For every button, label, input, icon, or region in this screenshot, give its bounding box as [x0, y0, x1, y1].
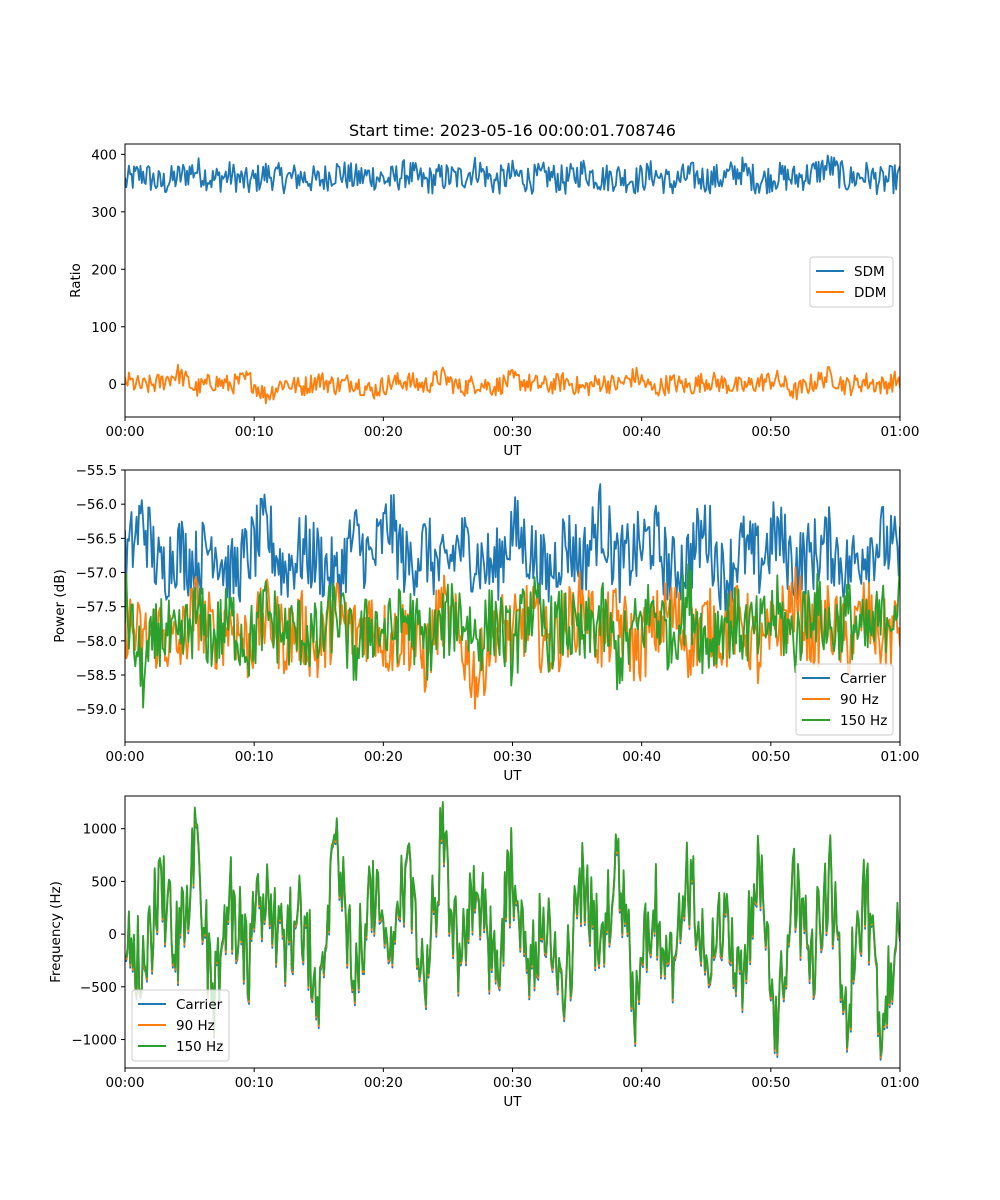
x-tick-label: 00:10 [235, 749, 274, 765]
y-tick-label: 0 [108, 377, 117, 393]
y-tick-label: 500 [91, 874, 117, 890]
x-axis-label: UT [503, 768, 522, 784]
y-tick-label: −55.5 [76, 463, 117, 479]
x-axis-label: UT [503, 1094, 522, 1110]
y-tick-label: 100 [91, 320, 117, 336]
y-tick-label: −56.0 [76, 497, 117, 513]
chart-panel-3: 00:00 00:10 00:20 00:30 00:40 00:50 01:00 1000 5… [48, 795, 920, 1110]
y-tick-label: −58.0 [76, 634, 117, 650]
x-tick-label: 00:10 [235, 1075, 274, 1091]
legend: SDM DDM [809, 256, 894, 308]
y-tick-label: −500 [80, 980, 117, 996]
series-line-150-hz [125, 801, 900, 1057]
y-tick-label: 1000 [83, 822, 117, 838]
x-tick-label: 00:20 [364, 749, 403, 765]
y-tick-label: −59.0 [76, 702, 117, 718]
legend-box [809, 256, 894, 308]
legend-label: 150 Hz [840, 713, 887, 729]
legend-label: DDM [854, 285, 886, 301]
x-tick-label: 00:30 [493, 424, 532, 440]
x-axis-label: UT [503, 443, 522, 459]
y-axis-label: Power (dB) [52, 569, 68, 642]
x-tick-label: 00:10 [235, 424, 274, 440]
legend-label: 90 Hz [840, 692, 879, 708]
x-tick-label: 00:50 [751, 749, 790, 765]
x-tick-label: 00:40 [622, 424, 661, 440]
y-tick-label: −57.5 [76, 600, 117, 616]
legend-label: SDM [854, 264, 885, 280]
series-line-carrier [125, 483, 900, 617]
y-tick-label: 300 [91, 205, 117, 221]
y-tick-label: −58.5 [76, 668, 117, 684]
y-axis-label: Frequency (Hz) [48, 881, 64, 983]
legend-box [795, 663, 894, 736]
series-line-sdm [125, 154, 900, 196]
axes-frame [124, 143, 901, 418]
legend-box [131, 989, 230, 1062]
x-tick-label: 00:40 [622, 1075, 661, 1091]
x-tick-label: 01:00 [881, 1075, 920, 1091]
y-axis-label: Ratio [68, 263, 84, 298]
legend-label: Carrier [840, 671, 887, 687]
y-tick-label: −56.5 [76, 531, 117, 547]
legend: Carrier 90 Hz 150 Hz [131, 989, 230, 1062]
x-tick-label: 00:20 [364, 424, 403, 440]
series-line-150-hz [125, 563, 900, 709]
x-tick-label: 01:00 [881, 424, 920, 440]
chart-panel-2: 00:00 00:10 00:20 00:30 00:40 00:50 01:00 −55.5… [52, 463, 919, 784]
y-tick-label: −1000 [71, 1033, 117, 1049]
x-tick-label: 00:00 [106, 1075, 145, 1091]
legend-label: 150 Hz [176, 1039, 223, 1055]
chart-title: Start time: 2023-05-16 00:00:01.708746 [349, 121, 676, 140]
y-tick-label: 400 [91, 147, 117, 163]
legend-label: Carrier [176, 997, 223, 1013]
x-tick-label: 00:30 [493, 1075, 532, 1091]
x-tick-label: 00:40 [622, 749, 661, 765]
x-tick-label: 00:30 [493, 749, 532, 765]
y-tick-label: −57.0 [76, 566, 117, 582]
x-tick-label: 01:00 [881, 749, 920, 765]
chart-panel-1: 00:00 00:10 00:20 00:30 00:40 00:50 01:00 0 100 2… [68, 121, 919, 459]
series-line-ddm [125, 363, 900, 405]
y-tick-label: 0 [108, 927, 117, 943]
x-tick-label: 00:20 [364, 1075, 403, 1091]
y-tick-label: 200 [91, 262, 117, 278]
legend-label: 90 Hz [176, 1018, 215, 1034]
x-tick-label: 00:50 [751, 424, 790, 440]
x-tick-label: 00:00 [106, 749, 145, 765]
legend: Carrier 90 Hz 150 Hz [795, 663, 894, 736]
x-tick-label: 00:00 [106, 424, 145, 440]
x-tick-label: 00:50 [751, 1075, 790, 1091]
